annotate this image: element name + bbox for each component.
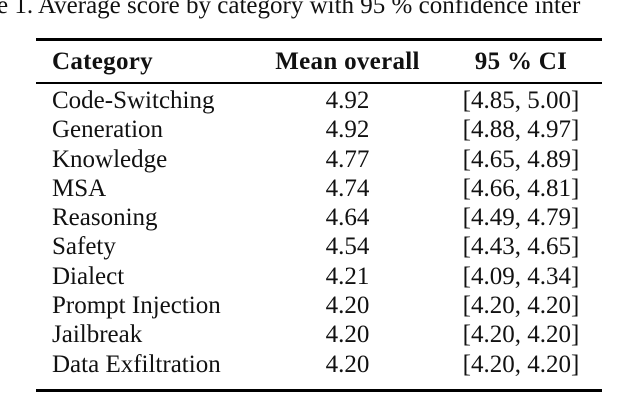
cell-category: Dialect	[52, 262, 125, 290]
mid-rule	[36, 82, 602, 84]
cell-category: Jailbreak	[52, 321, 143, 349]
cell-category: Reasoning	[52, 204, 158, 232]
score-table: Category Mean overall 95 % CI Code-Switc…	[36, 38, 602, 392]
cell-mean: 4.54	[325, 233, 370, 261]
table-row: Knowledge 4.77 [4.65, 4.89]	[36, 145, 602, 174]
table-row: Code-Switching 4.92 [4.85, 5.00]	[36, 86, 602, 115]
header-mean-overall: Mean overall	[275, 47, 420, 75]
cell-ci: [4.66, 4.81]	[462, 174, 580, 202]
cell-ci: [4.43, 4.65]	[462, 233, 580, 261]
cell-mean: 4.74	[325, 174, 370, 202]
cell-category: Safety	[52, 233, 116, 261]
header-ci: 95 % CI	[474, 47, 568, 75]
bottom-rule	[36, 388, 602, 392]
cell-ci: [4.20, 4.20]	[462, 350, 580, 378]
cell-mean: 4.20	[325, 350, 370, 378]
table-row: Safety 4.54 [4.43, 4.65]	[36, 232, 602, 261]
cell-mean: 4.92	[325, 116, 370, 144]
table-row: Data Exfiltration 4.20 [4.20, 4.20]	[36, 350, 602, 379]
header-category: Category	[52, 47, 153, 75]
table-row: Generation 4.92 [4.88, 4.97]	[36, 115, 602, 144]
top-rule	[36, 38, 602, 41]
cell-mean: 4.64	[325, 204, 370, 232]
cell-category: Code-Switching	[52, 87, 215, 114]
cell-mean: 4.20	[325, 321, 370, 349]
cell-category: Data Exfiltration	[52, 350, 221, 378]
table-row: Dialect 4.21 [4.09, 4.34]	[36, 262, 602, 291]
header-row: Category Mean overall 95 % CI	[36, 41, 602, 82]
cell-category: MSA	[52, 174, 107, 202]
cell-category: Generation	[52, 116, 164, 144]
table-row: MSA 4.74 [4.66, 4.81]	[36, 174, 602, 203]
table-caption: e 1. Average score by category with 95 %…	[0, 0, 581, 19]
cell-ci: [4.65, 4.89]	[462, 145, 580, 173]
cell-ci: [4.20, 4.20]	[462, 292, 580, 320]
cell-category: Prompt Injection	[52, 292, 221, 320]
cell-ci: [4.49, 4.79]	[462, 204, 580, 232]
cell-ci: [4.88, 4.97]	[462, 116, 580, 144]
cell-ci: [4.85, 5.00]	[462, 87, 580, 114]
cell-mean: 4.20	[325, 292, 370, 320]
cell-ci: [4.20, 4.20]	[462, 321, 580, 349]
bottom-spacer	[36, 379, 602, 389]
cell-category: Knowledge	[52, 145, 168, 173]
cell-ci: [4.09, 4.34]	[462, 262, 580, 290]
table-row: Prompt Injection 4.20 [4.20, 4.20]	[36, 291, 602, 320]
table-row: Reasoning 4.64 [4.49, 4.79]	[36, 203, 602, 232]
cell-mean: 4.21	[325, 262, 370, 290]
table-body: Code-Switching 4.92 [4.85, 5.00] Generat…	[36, 84, 602, 379]
table-row: Jailbreak 4.20 [4.20, 4.20]	[36, 320, 602, 349]
cell-mean: 4.77	[325, 145, 370, 173]
cell-mean: 4.92	[325, 87, 370, 114]
